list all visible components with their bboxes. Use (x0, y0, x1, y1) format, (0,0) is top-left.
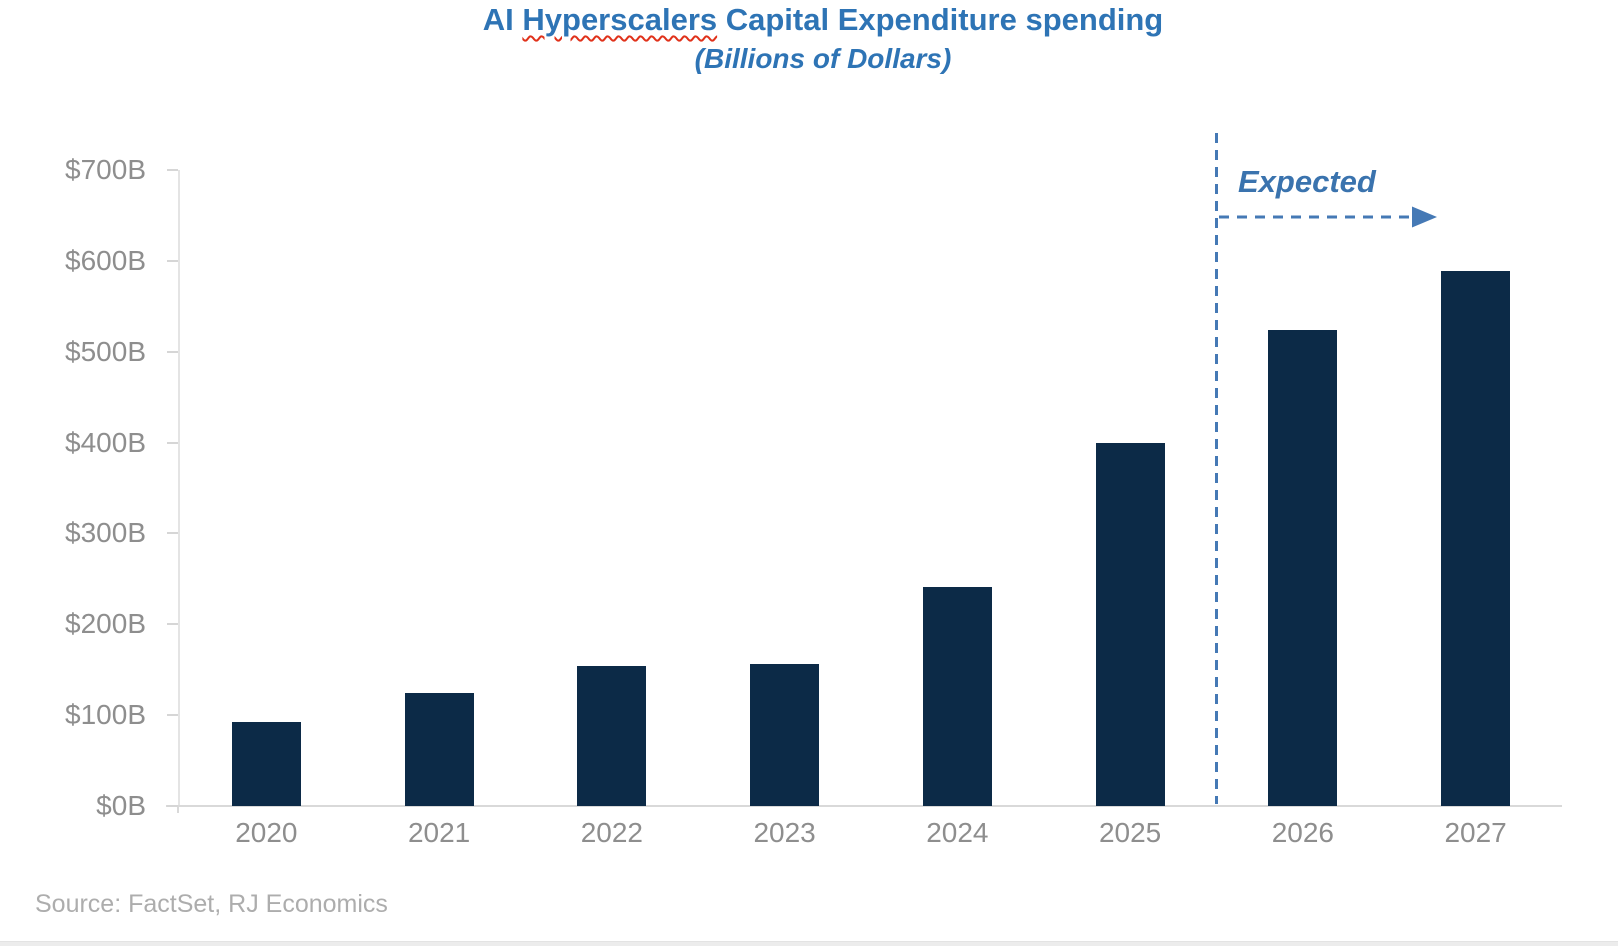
title-word-hyperscalers: Hyperscalers (522, 2, 718, 37)
bar-2022 (577, 666, 647, 806)
y-axis-tick (167, 623, 178, 626)
expected-label: Expected (1238, 164, 1376, 199)
source-note: Source: FactSet, RJ Economics (35, 890, 388, 918)
y-axis-tick (167, 259, 178, 262)
bar-2027 (1441, 270, 1511, 806)
y-axis-tick-label: $700B (65, 154, 146, 185)
chart-title: AI Hyperscalers Capital Expenditure spen… (0, 0, 1618, 40)
y-axis-tick-label: $100B (65, 699, 146, 731)
y-axis-tick-label: $400B (65, 426, 146, 458)
y-axis-tick-label: $200B (65, 608, 146, 640)
x-axis-label-2025: 2025 (1098, 817, 1162, 848)
x-axis-label-2027: 2027 (1444, 817, 1507, 848)
expected-arrow-head-icon (1412, 206, 1437, 228)
bar-2020 (231, 722, 301, 806)
y-axis-tick (167, 714, 178, 717)
y-axis-tick (167, 532, 178, 535)
y-axis-line (178, 170, 180, 806)
bar-2025 (1095, 442, 1165, 806)
y-axis-tick-label: $0B (96, 790, 146, 821)
chart-title-block: AI Hyperscalers Capital Expenditure spen… (0, 0, 1618, 78)
y-axis-tick (167, 441, 178, 444)
x-axis-label-2024: 2024 (926, 817, 989, 848)
y-axis-tick (167, 350, 178, 353)
y-axis-tick-label: $500B (65, 335, 146, 367)
y-axis-tick (167, 805, 178, 807)
chart-subtitle: (Billions of Dollars) (694, 43, 952, 74)
x-axis-label-2023: 2023 (753, 817, 816, 848)
bottom-window-edge (0, 941, 1618, 946)
bar-2021 (404, 693, 474, 806)
title-prefix: AI (482, 2, 523, 37)
bar-2026 (1268, 329, 1338, 806)
x-axis-label-2022: 2022 (580, 817, 644, 848)
y-axis-tick-label: $600B (65, 244, 146, 276)
bar-2024 (922, 587, 992, 806)
y-axis-tick-label: $300B (65, 517, 146, 549)
x-axis-label-2020: 2020 (235, 817, 298, 848)
bar-2023 (750, 664, 820, 806)
y-axis-tick (167, 169, 178, 171)
x-axis-line (166, 805, 1562, 807)
x-axis-label-2021: 2021 (407, 817, 471, 848)
title-suffix: Capital Expenditure spending (717, 2, 1164, 37)
x-axis-origin-tick (177, 806, 179, 813)
x-axis-label-2026: 2026 (1271, 817, 1335, 848)
